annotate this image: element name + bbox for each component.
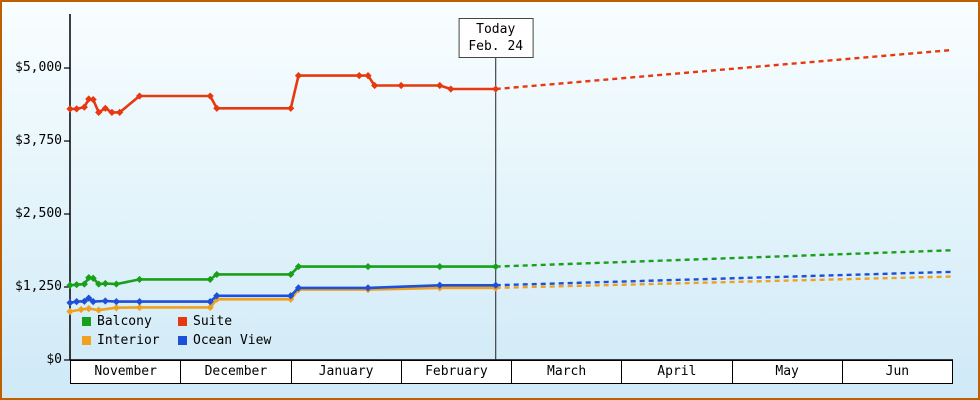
data-point-marker xyxy=(294,72,303,80)
series-forecast-interior xyxy=(495,275,954,290)
today-flag: Today Feb. 24 xyxy=(458,18,534,58)
data-point-marker xyxy=(213,104,221,112)
data-point-marker xyxy=(80,297,88,305)
data-point-marker xyxy=(364,262,372,271)
data-point-marker xyxy=(364,284,372,292)
y-axis-label: $3,750 xyxy=(15,133,62,148)
data-point-marker xyxy=(135,92,144,100)
data-point-marker xyxy=(95,108,103,116)
data-point-marker xyxy=(89,274,97,282)
data-point-marker xyxy=(213,292,221,300)
y-axis-label: $5,000 xyxy=(15,60,62,76)
data-point-marker xyxy=(371,81,379,90)
legend-item-balcony: Balcony xyxy=(82,314,178,329)
data-point-marker xyxy=(101,297,109,305)
data-point-marker xyxy=(287,270,295,279)
data-point-marker xyxy=(492,281,500,289)
month-label-february: February xyxy=(400,360,512,384)
today-flag-date: Feb. 24 xyxy=(468,39,524,54)
month-label-march: March xyxy=(511,360,623,384)
data-point-marker xyxy=(213,270,221,279)
legend-swatch-balcony xyxy=(82,317,91,326)
data-point-marker xyxy=(95,280,103,288)
data-point-marker xyxy=(66,281,74,289)
data-point-marker xyxy=(66,299,74,307)
data-point-marker xyxy=(294,284,303,292)
legend-swatch-interior xyxy=(82,336,91,345)
data-point-marker xyxy=(206,92,214,100)
data-point-marker xyxy=(89,95,97,104)
data-point-marker xyxy=(85,305,93,313)
data-point-marker xyxy=(108,108,116,116)
data-point-marker xyxy=(206,303,214,312)
legend-swatch-ocean-view xyxy=(178,336,187,345)
data-point-marker xyxy=(135,275,144,284)
data-point-marker xyxy=(66,105,74,113)
chart-legend: Balcony Suite Interior Ocean View xyxy=(82,314,271,348)
series-line-interior xyxy=(68,286,498,313)
data-point-marker xyxy=(73,298,81,306)
data-point-marker xyxy=(436,262,444,271)
data-point-marker xyxy=(287,104,295,112)
data-point-marker xyxy=(101,279,109,288)
data-point-marker xyxy=(85,294,93,302)
legend-label: Suite xyxy=(193,314,233,329)
legend-label: Balcony xyxy=(97,314,152,329)
data-point-marker xyxy=(135,303,144,312)
y-axis-label: $0 xyxy=(46,352,62,367)
data-point-marker xyxy=(73,105,81,113)
data-point-marker xyxy=(206,275,214,284)
data-point-marker xyxy=(206,298,214,306)
y-axis-label: $1,250 xyxy=(15,279,62,294)
today-flag-title: Today xyxy=(476,22,516,37)
data-point-marker xyxy=(447,85,455,93)
data-point-marker xyxy=(85,95,93,103)
data-point-marker xyxy=(135,298,144,306)
data-point-marker xyxy=(436,281,444,289)
data-point-marker xyxy=(77,305,85,314)
month-label-may: May xyxy=(731,360,843,384)
data-point-marker xyxy=(66,307,74,316)
x-axis-month-labels: November December January February March Apri… xyxy=(70,360,953,384)
legend-item-interior: Interior xyxy=(82,333,178,348)
month-label-december: December xyxy=(180,360,292,384)
month-label-april: April xyxy=(621,360,733,384)
data-point-marker xyxy=(112,280,120,288)
legend-label: Ocean View xyxy=(193,333,272,348)
data-point-marker xyxy=(492,262,500,271)
data-point-marker xyxy=(95,306,103,314)
data-point-marker xyxy=(116,108,124,116)
data-point-marker xyxy=(355,72,363,80)
y-axis-label: $2,500 xyxy=(15,206,62,221)
data-point-marker xyxy=(436,81,444,90)
series-line-suite xyxy=(68,74,498,114)
data-point-marker xyxy=(112,304,120,312)
data-point-marker xyxy=(80,280,88,288)
series-forecast-suite xyxy=(495,48,954,91)
legend-swatch-suite xyxy=(178,317,187,326)
data-point-marker xyxy=(80,103,88,111)
data-point-marker xyxy=(364,72,372,80)
series-line-balcony xyxy=(68,265,498,287)
series-forecast-ocean-view xyxy=(495,270,954,287)
data-point-marker xyxy=(397,81,405,90)
data-point-marker xyxy=(73,281,81,289)
legend-item-suite: Suite xyxy=(178,314,271,329)
series-forecast-balcony xyxy=(495,249,954,268)
month-label-november: November xyxy=(70,360,182,384)
legend-item-ocean-view: Ocean View xyxy=(178,333,271,348)
data-point-marker xyxy=(287,292,295,300)
legend-label: Interior xyxy=(97,333,160,348)
data-point-marker xyxy=(89,298,97,306)
data-point-marker xyxy=(85,274,93,282)
y-axis-labels: $0 $1,250 $2,500 $3,750 $5,000 xyxy=(2,2,64,398)
data-point-marker xyxy=(101,104,109,112)
data-point-marker xyxy=(294,262,303,271)
month-label-jun: Jun xyxy=(841,360,953,384)
month-label-january: January xyxy=(290,360,402,384)
data-point-marker xyxy=(492,85,500,93)
data-point-marker xyxy=(112,298,120,306)
